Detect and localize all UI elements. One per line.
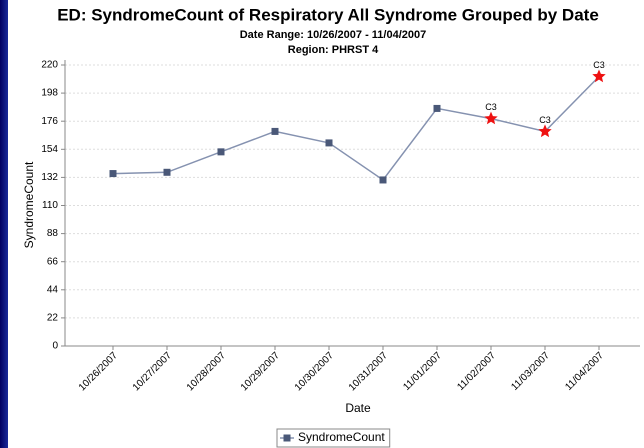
y-tick-label: 220 (41, 60, 58, 71)
point-label: C3 (539, 115, 551, 125)
flag-marker (538, 124, 552, 138)
x-tick-label: 11/03/2007 (509, 350, 552, 393)
x-tick-label: 10/30/2007 (293, 350, 336, 393)
plot-area (65, 60, 640, 346)
y-axis-label: SyndromeCount (22, 161, 36, 248)
subtitle: Date Range: 10/26/2007 - 11/04/2007 (240, 29, 427, 41)
chart-title: ED: SyndromeCount of Respiratory All Syn… (57, 5, 599, 24)
y-tick-label: 132 (41, 172, 58, 183)
legend-label: SyndromeCount (298, 430, 385, 444)
y-tick-label: 0 (52, 341, 58, 352)
legend-marker (283, 434, 291, 442)
point (109, 170, 117, 178)
x-tick-label: 10/29/2007 (239, 350, 282, 393)
legend: SyndromeCount (276, 428, 391, 448)
y-tick-label: 22 (47, 313, 59, 324)
flag-marker (592, 69, 606, 83)
x-tick-label: 11/04/2007 (563, 350, 606, 393)
flag-marker (484, 111, 498, 125)
side-bar (0, 0, 8, 448)
point-label: C3 (485, 102, 497, 112)
y-tick-label: 110 (42, 200, 58, 211)
subtitle: Region: PHRST 4 (288, 44, 379, 56)
x-tick-label: 10/31/2007 (347, 350, 390, 393)
legend-box (276, 428, 391, 448)
point (379, 176, 387, 184)
x-axis-label: Date (345, 401, 371, 415)
x-tick-label: 10/27/2007 (131, 350, 174, 393)
point-label: C3 (593, 60, 605, 70)
y-tick-label: 88 (47, 228, 59, 239)
y-tick-label: 176 (41, 116, 58, 127)
x-tick-label: 10/28/2007 (185, 350, 228, 393)
y-tick-label: 154 (41, 144, 58, 155)
point (217, 148, 225, 156)
y-tick-label: 198 (41, 88, 58, 99)
x-tick-label: 11/01/2007 (401, 350, 444, 393)
point (271, 127, 279, 135)
y-tick-label: 66 (47, 256, 59, 267)
x-tick-label: 10/26/2007 (77, 350, 120, 393)
y-tick-label: 44 (47, 284, 59, 295)
series-line (112, 75, 600, 181)
point (325, 139, 333, 147)
point (433, 104, 441, 112)
point (163, 168, 171, 176)
x-tick-label: 11/02/2007 (455, 350, 498, 393)
